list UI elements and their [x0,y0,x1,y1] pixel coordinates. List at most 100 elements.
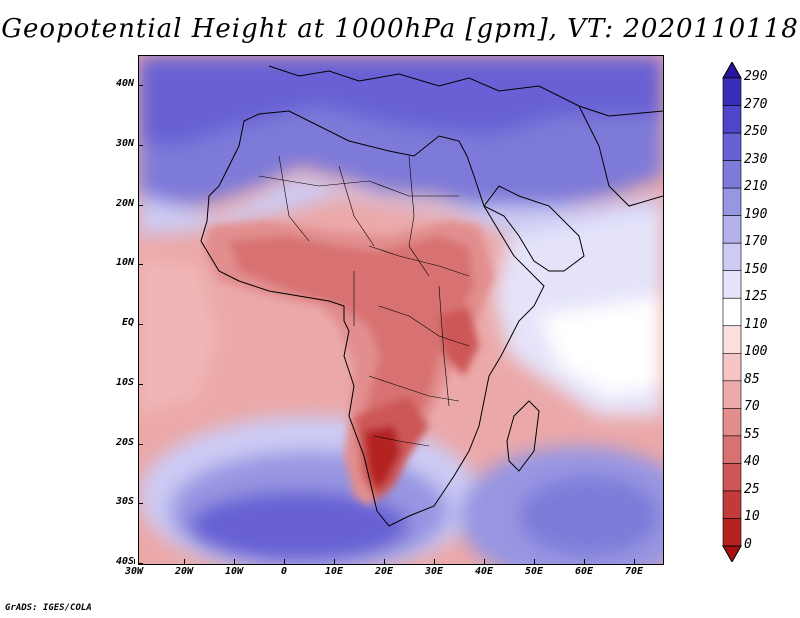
lat-label: 20S [115,436,134,448]
lat-label: 10N [115,257,134,269]
lat-label: 40S [115,556,134,567]
lat-tick [138,85,143,86]
lon-label: 10E [324,566,344,577]
colorbar-swatch [722,463,742,492]
colorbar-label: 85 [744,371,760,387]
map-panel [138,55,664,565]
lat-tick [138,563,143,564]
colorbar-label: 290 [744,69,768,84]
lat-label: 30N [115,137,134,149]
colorbar-swatch [722,352,742,382]
colorbar-label: 25 [744,481,760,497]
colorbar-swatch [722,380,742,409]
border-6 [378,305,470,347]
north-africa-coast [243,110,468,157]
colorbar-label: 270 [744,96,768,112]
lon-label: 40E [474,566,494,577]
footer-credit: GrADS: IGES/COLA [5,603,92,613]
colorbar-max-arrow [722,62,742,79]
lon-label: 20E [374,566,394,577]
colorbar-swatch [722,187,742,216]
lat-label: EQ [121,317,134,328]
continental-low-inner [229,236,474,496]
colorbar-label: 70 [744,399,760,415]
colorbar-label: 40 [744,454,760,470]
lat-label: 30S [115,496,134,508]
lat-tick [138,324,143,325]
colorbar-label: 110 [744,316,768,332]
colorbar-swatch [722,215,742,244]
lon-tick [234,559,235,564]
colorbar-label: 250 [744,124,768,140]
arabia-coast [483,185,585,272]
lon-label: 30W [124,566,144,577]
lon-label: 70E [624,566,644,577]
lat-tick [138,264,143,266]
europe-coast [268,65,663,117]
kalahari-low-core [364,426,401,491]
lon-label: 60E [574,566,594,577]
border-8 [373,435,430,447]
colorbar-swatch [722,77,742,106]
transition-band [139,176,663,286]
colorbar-label: 190 [744,206,768,222]
coastlines [200,65,663,527]
colorbar [722,62,742,562]
africa-coast [200,120,545,527]
colorbar-swatch [722,408,742,437]
lat-tick [138,443,143,445]
south-atlantic-high-core [189,491,409,561]
colorbar-label: 230 [744,151,768,167]
atlantic-low [139,256,219,416]
colorbar-min-arrow [722,545,742,562]
border-2 [278,155,310,242]
middle-east-coast [578,105,663,207]
lon-tick [534,559,535,564]
lon-label: 20W [174,566,194,577]
colorbar-label: 55 [744,426,760,442]
colorbar-swatch [722,160,742,189]
lat-tick [138,383,143,385]
border-10 [438,285,450,407]
lon-tick [184,559,185,564]
country-borders [258,155,470,447]
colorbar-swatch [722,242,742,272]
colorbar-swatch [722,518,742,547]
colorbar-label: 10 [744,509,760,525]
colorbar-swatch [722,132,742,161]
geopotential-field [139,56,663,564]
colorbar-swatch [722,297,742,327]
border-1 [258,175,459,197]
lon-label: 10W [224,566,244,577]
border-3 [338,165,375,247]
lat-label: 40N [115,78,134,89]
colorbar-label: 150 [744,261,768,277]
map-title: Geopotential Height at 1000hPa [gpm], VT… [1,14,799,44]
colorbar-label: 170 [744,234,768,250]
indian-ocean-neutral [539,296,663,396]
colorbar-label: 100 [744,344,768,360]
north-high-core [139,56,663,146]
lon-tick [284,559,285,564]
lon-tick [334,559,335,564]
colorbar-swatch [722,490,742,519]
colorbar-swatch [722,270,742,299]
lat-label: 20N [115,197,134,209]
colorbar-swatch [722,105,742,134]
lon-tick [584,559,585,564]
border-5 [368,245,470,277]
lat-tick [138,204,143,206]
colorbar-swatch [722,325,742,354]
lat-tick [138,144,143,146]
madagascar [506,400,540,472]
colorbar-swatch [722,435,742,464]
east-africa-low [439,306,479,376]
lat-tick [138,503,143,505]
south-indian-high-core [519,476,659,556]
lon-tick [484,559,485,564]
lon-tick [434,559,435,564]
colorbar-label: 0 [744,537,752,552]
border-7 [368,375,460,402]
lon-label: 50E [524,566,544,577]
lon-label: 30E [424,566,444,577]
